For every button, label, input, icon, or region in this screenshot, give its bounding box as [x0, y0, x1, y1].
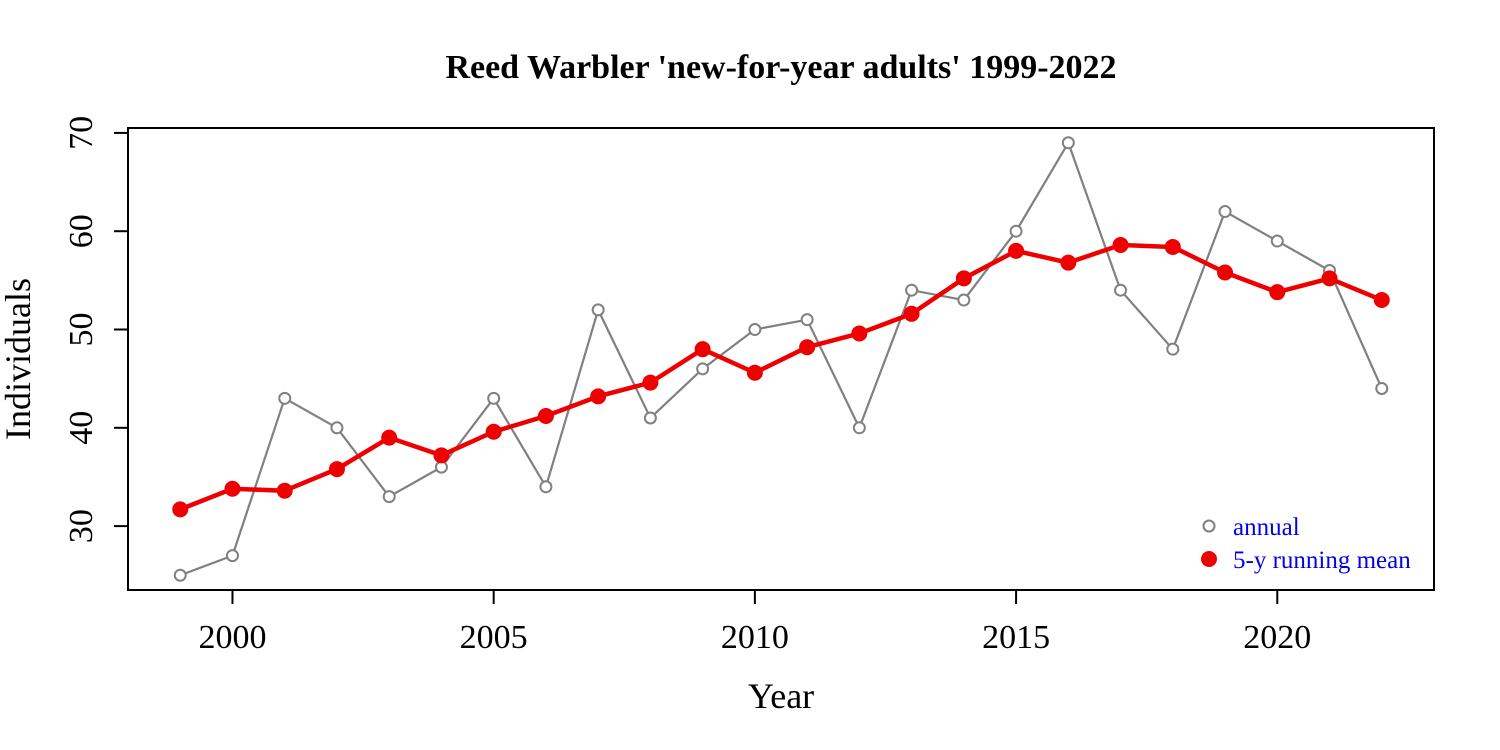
annual-point [278, 391, 292, 405]
x-tick-label: 2005 [460, 619, 528, 656]
running-mean-point [1373, 292, 1390, 309]
y-tick-label: 30 [63, 509, 100, 543]
annual-point [487, 391, 501, 405]
annual-point [905, 283, 919, 297]
running-mean-point [642, 374, 659, 391]
annual-point [1061, 136, 1075, 150]
legend: annual 5-y running mean [1201, 514, 1411, 574]
running-mean-point [1060, 254, 1077, 271]
y-tick-label: 60 [63, 214, 100, 248]
x-tick-label: 2000 [198, 619, 266, 656]
running-mean-point [328, 461, 345, 478]
running-mean-point [485, 423, 502, 440]
annual-point [643, 411, 657, 425]
legend-mean-marker [1201, 551, 1217, 567]
running-mean-point [172, 501, 189, 518]
chart-title: Reed Warbler 'new-for-year adults' 1999-… [445, 49, 1116, 86]
x-tick-label: 2010 [721, 619, 789, 656]
running-mean-point [224, 480, 241, 497]
running-mean-point [590, 388, 607, 405]
x-axis: 2000 2005 2010 2015 2020 [198, 589, 1311, 656]
annual-point [1166, 342, 1180, 356]
annual-point [539, 480, 553, 494]
annual-point [852, 421, 866, 435]
x-axis-label: Year [748, 676, 814, 716]
running-mean-point [276, 482, 293, 499]
legend-annual-marker [1202, 519, 1216, 533]
running-mean-point [381, 429, 398, 446]
running-mean-point [537, 408, 554, 425]
running-mean-line [179, 242, 1383, 512]
annual-point [173, 568, 187, 582]
x-tick-label: 2015 [982, 619, 1050, 656]
x-tick-label: 2020 [1243, 619, 1311, 656]
annual-point [800, 313, 814, 327]
annual-point [957, 293, 971, 307]
running-mean-point [1008, 242, 1025, 259]
annual-point [1114, 283, 1128, 297]
legend-annual-label: annual [1233, 514, 1300, 541]
running-mean-point [1269, 284, 1286, 301]
y-tick-label: 40 [63, 411, 100, 445]
running-mean-point [799, 339, 816, 356]
legend-mean-label: 5-y running mean [1233, 547, 1411, 574]
y-tick-label: 50 [63, 313, 100, 347]
annual-point [330, 421, 344, 435]
running-mean-point [955, 270, 972, 287]
y-axis-label: Individuals [0, 278, 38, 440]
annual-point [382, 490, 396, 504]
running-mean-point [1112, 236, 1129, 253]
annual-line [179, 140, 1383, 577]
y-tick-label: 70 [63, 116, 100, 150]
annual-point [748, 323, 762, 337]
annual-point [1009, 224, 1023, 238]
running-mean-point [1321, 270, 1338, 287]
running-mean-point [433, 447, 450, 464]
annual-point [1270, 234, 1284, 248]
running-mean-point [851, 325, 868, 342]
annual-point [591, 303, 605, 317]
series-layer [172, 136, 1390, 582]
y-axis: 30 40 50 60 70 [63, 116, 129, 543]
running-mean-point [694, 341, 711, 358]
running-mean-point [903, 305, 920, 322]
running-mean-point [1164, 238, 1181, 255]
annual-point [1218, 205, 1232, 219]
running-mean-point [746, 364, 763, 381]
annual-point [1375, 381, 1389, 395]
running-mean-point [1217, 264, 1234, 281]
annual-point [696, 362, 710, 376]
annual-point [225, 549, 239, 563]
